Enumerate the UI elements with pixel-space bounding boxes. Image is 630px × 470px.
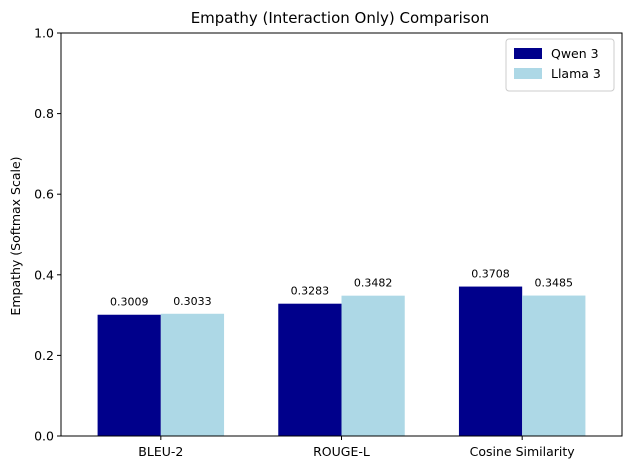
data-labels-layer: 0.3009 0.3283 0.3708 0.3033 0.3482 0.3485 [110, 268, 573, 309]
bar-qwen-3-2 [458, 286, 523, 436]
x-tick-label: ROUGE-L [313, 444, 370, 459]
chart-title: Empathy (Interaction Only) Comparison [191, 9, 490, 27]
y-tick-label: 0.0 [34, 429, 54, 444]
legend-swatch [514, 68, 542, 79]
y-tick-label: 1.0 [34, 26, 54, 41]
data-label: 0.3009 [110, 296, 149, 309]
bar-llama-3-1 [341, 295, 405, 436]
legend-swatch [514, 48, 542, 59]
x-axis: BLEU-2 ROUGE-L Cosine Similarity [138, 436, 575, 459]
legend: Qwen 3 Llama 3 [505, 38, 615, 92]
y-axis-label: Empathy (Softmax Scale) [8, 156, 23, 315]
y-axis: 0.0 0.2 0.4 0.6 0.8 1.0 [34, 26, 61, 444]
bar-llama-3-2 [522, 295, 586, 436]
data-label: 0.3485 [535, 277, 574, 290]
y-tick-label: 0.2 [34, 348, 54, 363]
bar-llama-3-0 [160, 313, 225, 436]
data-label: 0.3708 [471, 268, 510, 281]
x-tick-label: BLEU-2 [138, 444, 183, 459]
x-tick-label: Cosine Similarity [470, 444, 576, 459]
bars-layer [97, 286, 586, 436]
bar-qwen-3-0 [97, 314, 161, 436]
bar-qwen-3-1 [278, 303, 342, 436]
legend-entry: Qwen 3 [551, 46, 599, 61]
data-label: 0.3283 [291, 285, 330, 298]
legend-entry: Llama 3 [551, 66, 601, 81]
y-tick-label: 0.6 [34, 187, 54, 202]
y-tick-label: 0.4 [34, 267, 54, 282]
data-label: 0.3482 [354, 277, 393, 290]
data-label: 0.3033 [173, 295, 212, 308]
y-tick-label: 0.8 [34, 106, 54, 121]
